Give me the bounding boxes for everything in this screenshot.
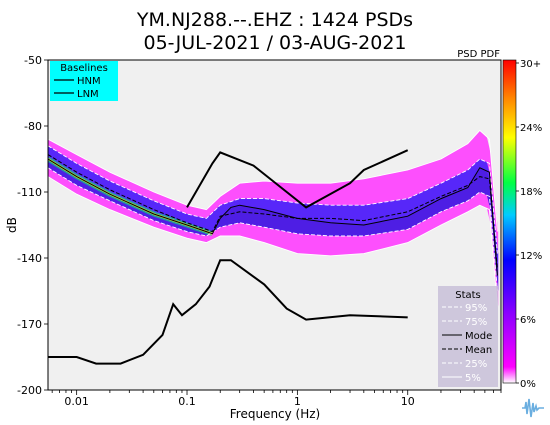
plot-frame <box>47 59 502 391</box>
p25-legend-label: 25% <box>465 359 487 370</box>
plot-lines <box>48 129 498 365</box>
y-tick-label: -50 <box>24 54 42 67</box>
chart-title-line2: 05-JUL-2021 / 03-AUG-2021 <box>144 32 407 54</box>
colorbar-ticks: 30+ 24% 18% 12% 6% 0% <box>516 59 542 390</box>
y-axis-label: dB <box>5 217 19 233</box>
y-tick-label: -200 <box>17 384 42 397</box>
y-tick-label: -110 <box>17 186 42 199</box>
y-tick-label: -170 <box>17 318 42 331</box>
x-tick-label: 10 <box>401 395 415 408</box>
p5-line <box>48 176 498 307</box>
p95-legend-label: 95% <box>465 303 487 314</box>
hnm-line <box>186 149 409 209</box>
p75-legend-label: 75% <box>465 317 487 328</box>
lnm-line <box>48 259 408 365</box>
x-axis-label: Frequency (Hz) <box>230 407 321 421</box>
x-tick-label: 1 <box>294 395 301 408</box>
p25-line <box>48 167 498 292</box>
p75-line <box>48 145 498 254</box>
hnm-legend-label: HNM <box>77 76 101 87</box>
baselines-legend: Baselines HNM LNM <box>50 61 118 101</box>
lnm-legend-label: LNM <box>77 89 99 100</box>
pdf-band-core-upper <box>48 145 499 276</box>
x-tick-label: 0.1 <box>178 395 196 408</box>
seismogram-logo-icon <box>522 398 544 418</box>
baselines-legend-box <box>50 61 118 101</box>
colorbar-tick-label: 6% <box>520 315 536 326</box>
y-tick-label: -140 <box>17 252 42 265</box>
colorbar-tick-label: 24% <box>520 123 542 134</box>
x-axis-ticks: 0.01 0.1 1 10 <box>51 390 502 408</box>
colorbar-tick-label: 18% <box>520 187 542 198</box>
stats-legend: Stats 95% 75% Mode Mean 25% 5% <box>438 286 498 387</box>
mean-legend-label: Mean <box>465 345 492 356</box>
chart-title-line1: YM.NJ288.--.EHZ : 1424 PSDs <box>136 9 413 31</box>
y-axis-ticks: -50 -80 -110 -140 -170 -200 <box>17 54 48 397</box>
pdf-band-core-lower <box>48 159 499 291</box>
colorbar-tick-label: 30+ <box>520 59 541 70</box>
y-tick-label: -80 <box>24 120 42 133</box>
x-tick-label: 0.01 <box>64 395 89 408</box>
baselines-legend-title: Baselines <box>60 63 108 74</box>
mode-legend-label: Mode <box>465 331 492 342</box>
mode-line <box>48 158 498 276</box>
colorbar-tick-label: 12% <box>520 251 542 262</box>
p95-line <box>48 129 498 232</box>
p5-legend-label: 5% <box>465 373 481 384</box>
colorbar <box>502 59 517 384</box>
stats-legend-box <box>438 286 498 387</box>
mean-line <box>48 154 498 270</box>
colorbar-tick-label: 0% <box>520 379 536 390</box>
colorbar-title: PSD PDF <box>457 49 500 60</box>
stats-legend-title: Stats <box>455 290 481 301</box>
